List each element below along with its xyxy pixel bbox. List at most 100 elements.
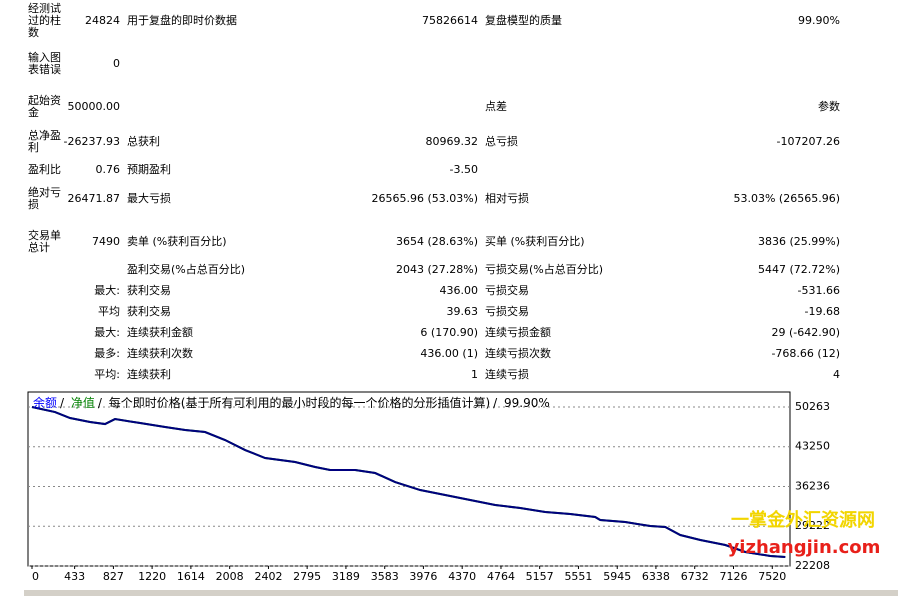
series-line [31, 406, 786, 558]
y-tick-label: 36236 [795, 479, 830, 492]
label: 交易单总计 [28, 229, 61, 254]
value: 平均: [94, 368, 120, 381]
label: 盈利交易(%占总百分比) [127, 263, 246, 276]
x-tick-label: 5945 [603, 570, 631, 583]
value: 3836 (25.99%) [757, 235, 840, 248]
label: 连续亏损金额 [485, 326, 551, 339]
value: 平均 [98, 305, 120, 318]
y-tick-label: 50263 [795, 400, 830, 413]
x-tick-label: 827 [103, 570, 124, 583]
value: 最多: [94, 347, 120, 360]
label: 相对亏损 [485, 192, 529, 205]
value: 4 [833, 368, 840, 381]
value: 39.63 [446, 305, 479, 318]
value: 最大: [94, 326, 120, 339]
x-tick-label: 3189 [332, 570, 360, 583]
tab-strip [24, 590, 898, 596]
label: 亏损交易 [485, 284, 529, 297]
plot-frame [27, 391, 791, 567]
value: 29 (-642.90) [771, 326, 840, 339]
label: 亏损交易 [485, 305, 529, 318]
value: 最大: [94, 284, 120, 297]
value: 99.90% [798, 14, 840, 27]
value: -3.50 [449, 163, 478, 176]
value: 0 [113, 57, 120, 70]
x-tick-label: 0 [32, 570, 39, 583]
x-tick-label: 6338 [642, 570, 670, 583]
label: 用于复盘的即时价数据 [127, 14, 237, 27]
value: -107207.26 [776, 135, 840, 148]
separator: / [493, 396, 498, 410]
value: 26565.96 (53.03%) [371, 192, 478, 205]
value: 7490 [92, 235, 120, 248]
label: 起始资金 [28, 94, 61, 119]
y-tick-label: 29222 [795, 519, 830, 532]
chart-title: 每个即时价格(基于所有可利用的最小时段的每一个价格的分形插值计算) [108, 396, 491, 410]
x-tick-label: 2402 [254, 570, 282, 583]
label: 连续获利金额 [127, 326, 193, 339]
chart-legend: 余额 / 净值 / 每个即时价格(基于所有可利用的最小时段的每一个价格的分形插值计算… [33, 394, 553, 411]
value: 2043 (27.28%) [395, 263, 478, 276]
label: 卖单 (%获利百分比) [127, 235, 227, 248]
label: 获利交易 [127, 284, 171, 297]
value: 436.00 (1) [420, 347, 478, 360]
label: 连续亏损次数 [485, 347, 551, 360]
x-tick-label: 3583 [371, 570, 399, 583]
x-tick-label: 5551 [564, 570, 592, 583]
value: 3654 (28.63%) [395, 235, 478, 248]
x-tick-label: 3976 [409, 570, 437, 583]
value: 80969.32 [425, 135, 479, 148]
legend-entry: 净值 [70, 396, 95, 410]
label: 输入图表错误 [28, 51, 61, 76]
label: 预期盈利 [127, 163, 171, 176]
x-tick-label: 433 [64, 570, 85, 583]
label: 盈利比 [28, 163, 61, 176]
watermark: 一掌金外汇资源网 [731, 509, 875, 531]
x-tick-label: 1220 [138, 570, 166, 583]
value: 26471.87 [67, 192, 121, 205]
label: 获利交易 [127, 305, 171, 318]
label: 点差 [485, 100, 507, 113]
value: 0.76 [95, 163, 121, 176]
label: 最大亏损 [127, 192, 171, 205]
value: -19.68 [804, 305, 840, 318]
separator: / [97, 396, 102, 410]
watermark: yizhangjin.com [728, 537, 881, 558]
label: 连续亏损 [485, 368, 529, 381]
x-tick-label: 4764 [487, 570, 515, 583]
x-tick-label: 7520 [758, 570, 786, 583]
label: 复盘模型的质量 [485, 14, 562, 27]
x-tick-label: 2008 [216, 570, 244, 583]
label: 连续获利 [127, 368, 171, 381]
label: 经测试过的柱数 [28, 2, 61, 39]
chart-subtitle: 99.90% [504, 396, 550, 410]
separator: / [60, 396, 65, 410]
label: 亏损交易(%占总百分比) [485, 263, 604, 276]
y-tick-label: 43250 [795, 440, 830, 453]
value: -26237.93 [63, 135, 120, 148]
legend-entry: 余额 [33, 396, 58, 410]
value: 5447 (72.72%) [757, 263, 840, 276]
label: 绝对亏损 [28, 186, 61, 211]
label: 连续获利次数 [127, 347, 193, 360]
x-tick-label: 1614 [177, 570, 205, 583]
label: 买单 (%获利百分比) [485, 235, 585, 248]
value: -531.66 [797, 284, 840, 297]
label: 总亏损 [485, 135, 518, 148]
value: 53.03% (26565.96) [733, 192, 840, 205]
label: 总净盈利 [28, 129, 61, 154]
value: 6 (170.90) [420, 326, 478, 339]
value: -768.66 (12) [771, 347, 840, 360]
x-tick-label: 2795 [293, 570, 321, 583]
x-tick-label: 5157 [526, 570, 554, 583]
label: 总获利 [127, 135, 160, 148]
x-tick-label: 6732 [681, 570, 709, 583]
value: 参数 [818, 100, 840, 113]
value: 436.00 [439, 284, 479, 297]
x-tick-label: 7126 [719, 570, 747, 583]
value: 75826614 [422, 14, 478, 27]
x-tick-label: 4370 [448, 570, 476, 583]
value: 1 [471, 368, 478, 381]
